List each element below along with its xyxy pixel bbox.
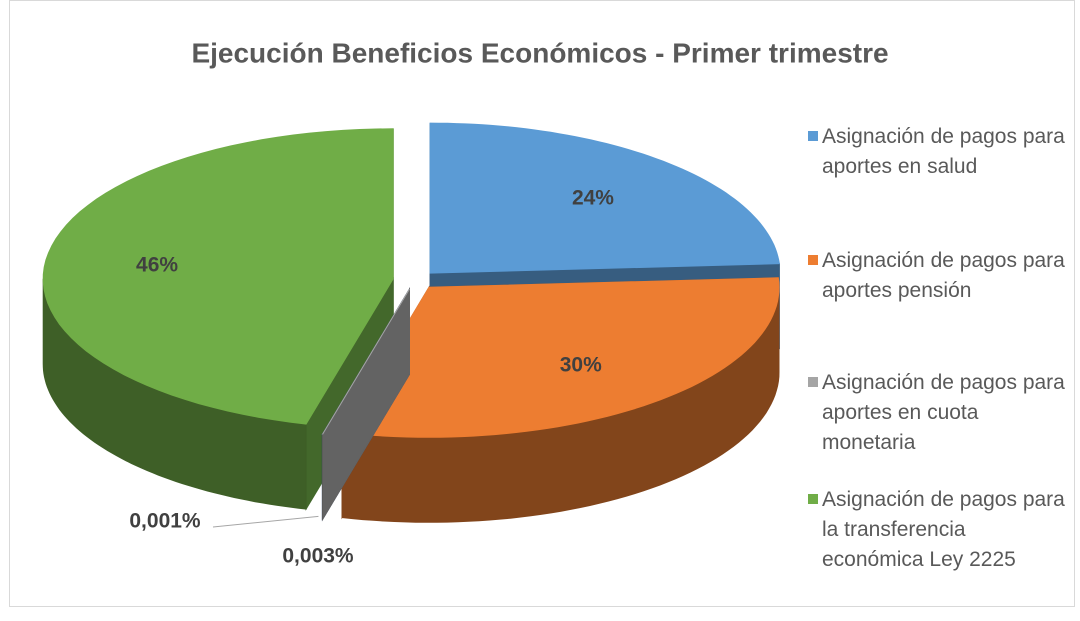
legend-label: Asignación de pagos para la transferenci… <box>822 488 1065 571</box>
legend-label: Asignación de pagos para aportes en salu… <box>822 125 1065 178</box>
data-label: 30% <box>560 353 602 376</box>
leader-line <box>212 515 319 528</box>
legend-label: Asignación de pagos para aportes pensión <box>822 249 1065 302</box>
legend-entry: Asignación de pagos para aportes en salu… <box>808 122 1068 182</box>
legend-entry: Asignación de pagos para la transferenci… <box>808 485 1068 575</box>
legend-entry: Asignación de pagos para aportes en cuot… <box>808 368 1068 458</box>
legend-swatch <box>808 494 818 504</box>
data-label: 46% <box>136 254 178 277</box>
data-label: 0,003% <box>282 545 354 568</box>
legend-swatch <box>808 255 818 265</box>
legend-label: Asignación de pagos para aportes en cuot… <box>822 371 1065 454</box>
slice-top <box>42 128 394 425</box>
slice-top <box>341 277 780 438</box>
legend-swatch <box>808 377 818 387</box>
data-label: 0,001% <box>129 510 201 533</box>
legend-entry: Asignación de pagos para aportes pensión <box>808 246 1068 306</box>
data-label: 24% <box>572 186 614 209</box>
legend-swatch <box>808 131 818 141</box>
slice-top <box>322 288 410 435</box>
chart-title: Ejecución Beneficios Económicos - Primer… <box>191 37 888 68</box>
slice-top <box>429 122 780 274</box>
slice <box>322 287 410 522</box>
